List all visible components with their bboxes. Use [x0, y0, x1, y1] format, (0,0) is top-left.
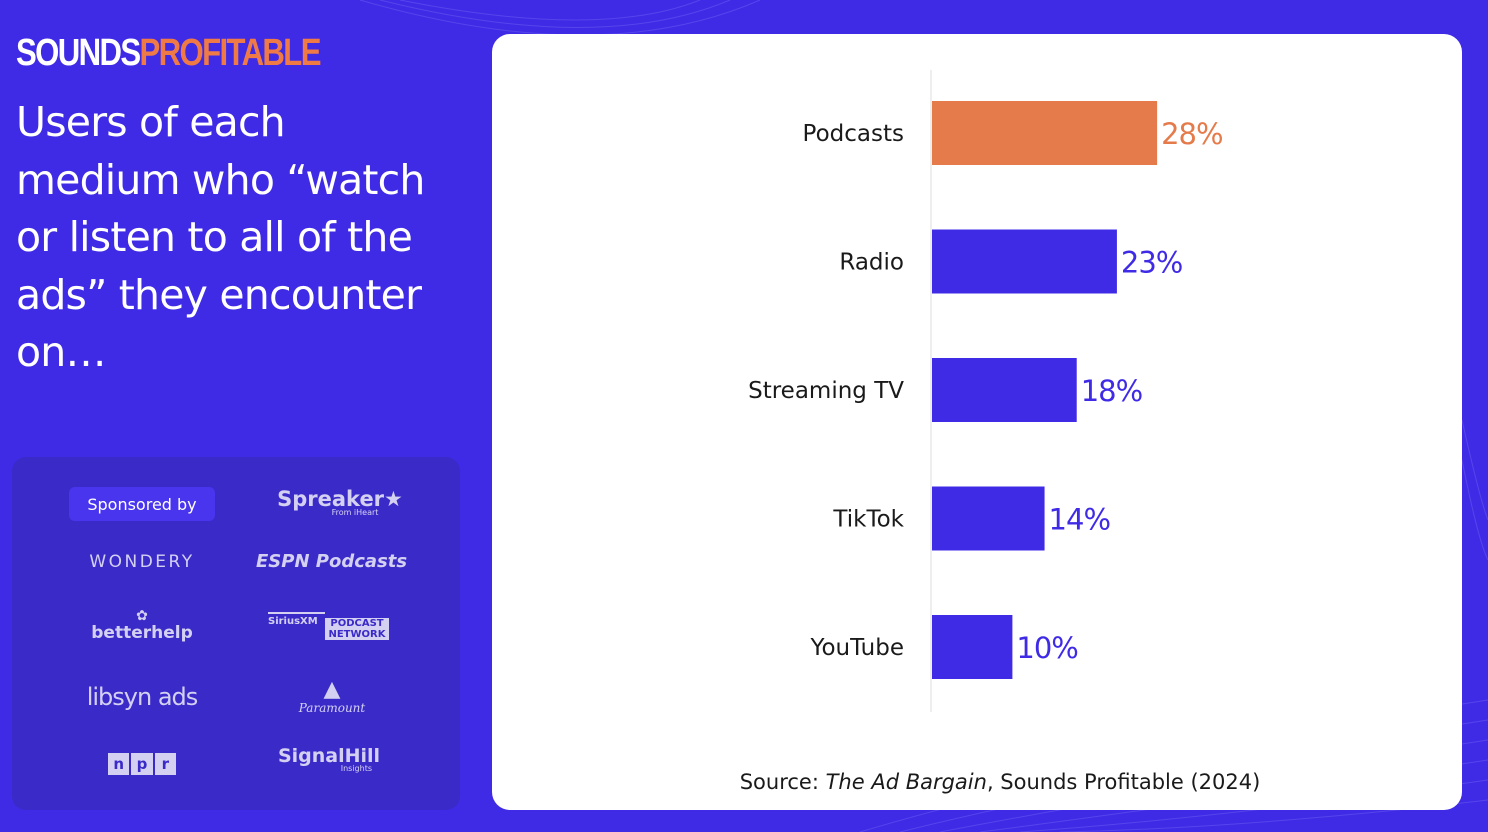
siriusxm-podcast-network-logo: SiriusXM PODCAST NETWORK: [268, 612, 390, 640]
bar-radio: [932, 229, 1117, 294]
bar-podcasts: [932, 101, 1158, 165]
betterhelp-leaf-icon: ✿: [136, 608, 148, 624]
signal-hill-logo-text: SignalHill: [277, 745, 381, 767]
podcast-network-block: PODCAST NETWORK: [325, 618, 389, 640]
chart-card: Podcasts 28% Radio 23% Streaming TV 18% TikTok…: [492, 34, 1462, 810]
podcast-word: PODCAST: [330, 618, 384, 629]
siriusxm-logo-text: SiriusXM: [268, 612, 325, 633]
sounds-profitable-logo: SOUNDSPROFITABLE: [16, 31, 321, 75]
network-word: NETWORK: [328, 629, 386, 640]
category-label-tiktok: TikTok: [832, 507, 904, 533]
category-label-podcasts: Podcasts: [803, 121, 904, 147]
source-prefix: Source:: [739, 770, 826, 794]
spreaker-logo-text: Spreaker★: [277, 487, 403, 511]
signal-hill-logo-subtext: Insights: [340, 764, 372, 773]
category-label-youtube: YouTube: [809, 635, 904, 661]
source-title: The Ad Bargain: [825, 770, 987, 794]
value-label-radio: 23%: [1121, 246, 1182, 280]
npr-letter-n: n: [108, 753, 130, 775]
npr-logo: n p r: [108, 753, 176, 775]
bar-chart: Podcasts 28% Radio 23% Streaming TV 18% TikTok…: [748, 70, 1224, 712]
logo-word-sounds: SOUNDS: [16, 32, 141, 74]
bar-youtube: [932, 615, 1013, 679]
category-label-radio: Radio: [839, 250, 904, 276]
spreaker-logo: Spreaker★ From iHeart: [270, 487, 410, 517]
sponsored-by-badge: Sponsored by: [69, 487, 215, 521]
espn-podcasts-logo: ESPN Podcasts: [256, 551, 408, 572]
chart-source-note: Source: The Ad Bargain, Sounds Profitabl…: [492, 770, 1488, 794]
page-title: Users of each medium who “watch or liste…: [16, 98, 425, 376]
npr-letter-r: r: [154, 753, 176, 775]
category-label-streaming-tv: Streaming TV: [748, 378, 904, 404]
libsyn-ads-logo: libsyn ads: [86, 683, 199, 711]
value-label-youtube: 10%: [1016, 631, 1077, 665]
wondery-logo: WONDERY: [89, 552, 195, 572]
paramount-mountain-icon: ▲: [323, 677, 341, 702]
paramount-logo-text: Paramount: [298, 701, 366, 715]
bar-tiktok: [932, 486, 1045, 551]
npr-letter-p: p: [131, 753, 153, 775]
bar-streaming-tv: [932, 358, 1077, 422]
spreaker-logo-subtext: From iHeart: [331, 508, 379, 517]
signal-hill-logo: SignalHill Insights: [274, 745, 384, 773]
logo-word-profitable: PROFITABLE: [139, 32, 321, 74]
value-label-podcasts: 28%: [1161, 117, 1222, 151]
source-suffix: , Sounds Profitable (2024): [986, 770, 1261, 794]
betterhelp-logo: ✿ betterhelp: [82, 609, 202, 643]
value-label-streaming-tv: 18%: [1081, 374, 1142, 408]
paramount-logo: ▲ Paramount: [282, 677, 382, 716]
sponsor-panel: Sponsored by Spreaker★ From iHeart WONDE…: [12, 457, 460, 810]
value-label-tiktok: 14%: [1049, 503, 1110, 537]
betterhelp-logo-text: betterhelp: [91, 623, 193, 643]
